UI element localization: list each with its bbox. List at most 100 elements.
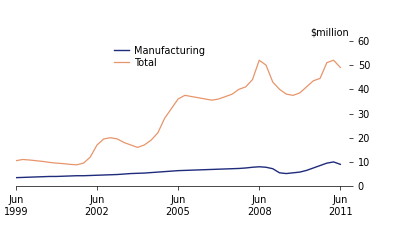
Total bbox=[67, 163, 72, 166]
Total bbox=[142, 144, 147, 146]
Manufacturing bbox=[318, 164, 322, 167]
Manufacturing bbox=[223, 168, 228, 170]
Total bbox=[34, 159, 39, 162]
Total bbox=[257, 59, 262, 62]
Manufacturing bbox=[108, 173, 113, 176]
Total bbox=[189, 95, 194, 98]
Manufacturing bbox=[338, 163, 343, 166]
Total bbox=[243, 86, 248, 88]
Manufacturing bbox=[230, 167, 235, 170]
Manufacturing bbox=[277, 171, 282, 174]
Legend: Manufacturing, Total: Manufacturing, Total bbox=[114, 46, 204, 68]
Total bbox=[40, 160, 45, 163]
Manufacturing bbox=[311, 167, 316, 169]
Total bbox=[88, 156, 93, 158]
Total bbox=[216, 98, 221, 100]
Total bbox=[203, 98, 208, 100]
Total bbox=[324, 61, 329, 64]
Total bbox=[115, 138, 119, 140]
Total bbox=[210, 99, 214, 101]
Manufacturing bbox=[20, 176, 25, 179]
Manufacturing bbox=[101, 174, 106, 176]
Total bbox=[128, 144, 133, 146]
Total bbox=[250, 78, 255, 81]
Manufacturing bbox=[162, 170, 167, 173]
Total bbox=[338, 66, 343, 69]
Total bbox=[94, 144, 99, 146]
Total bbox=[277, 88, 282, 91]
Manufacturing bbox=[94, 174, 99, 177]
Manufacturing bbox=[40, 175, 45, 178]
Manufacturing bbox=[297, 171, 302, 173]
Manufacturing bbox=[54, 175, 59, 178]
Manufacturing bbox=[169, 170, 174, 173]
Total bbox=[223, 95, 228, 98]
Manufacturing bbox=[183, 169, 187, 172]
Manufacturing bbox=[88, 174, 93, 177]
Manufacturing bbox=[47, 175, 52, 178]
Manufacturing bbox=[121, 173, 126, 175]
Total bbox=[54, 162, 59, 165]
Manufacturing bbox=[237, 167, 241, 170]
Total bbox=[20, 158, 25, 161]
Total bbox=[237, 88, 241, 91]
Manufacturing bbox=[291, 171, 295, 174]
Total bbox=[304, 86, 309, 88]
Manufacturing bbox=[304, 169, 309, 172]
Manufacturing bbox=[284, 172, 289, 175]
Manufacturing bbox=[250, 166, 255, 169]
Manufacturing bbox=[142, 172, 147, 174]
Manufacturing bbox=[196, 169, 201, 171]
Manufacturing bbox=[216, 168, 221, 170]
Total bbox=[135, 146, 140, 149]
Manufacturing bbox=[176, 169, 181, 172]
Total bbox=[331, 59, 336, 62]
Manufacturing bbox=[331, 160, 336, 163]
Manufacturing bbox=[257, 165, 262, 168]
Manufacturing bbox=[13, 176, 18, 179]
Manufacturing bbox=[81, 174, 86, 177]
Total bbox=[318, 77, 322, 80]
Total bbox=[264, 64, 268, 67]
Manufacturing bbox=[189, 169, 194, 172]
Manufacturing bbox=[115, 173, 119, 176]
Total bbox=[156, 131, 160, 134]
Total bbox=[47, 161, 52, 164]
Manufacturing bbox=[210, 168, 214, 171]
Total bbox=[169, 107, 174, 110]
Total bbox=[196, 96, 201, 99]
Total bbox=[270, 81, 275, 83]
Total bbox=[61, 162, 66, 165]
Total bbox=[311, 79, 316, 82]
Total bbox=[108, 136, 113, 139]
Total bbox=[183, 94, 187, 97]
Total bbox=[149, 139, 154, 141]
Manufacturing bbox=[27, 176, 32, 179]
Manufacturing bbox=[74, 174, 79, 177]
Manufacturing bbox=[270, 167, 275, 170]
Total bbox=[297, 91, 302, 94]
Manufacturing bbox=[128, 172, 133, 175]
Total bbox=[27, 159, 32, 161]
Manufacturing bbox=[61, 175, 66, 178]
Total bbox=[74, 163, 79, 166]
Total bbox=[121, 141, 126, 144]
Total bbox=[101, 138, 106, 140]
Manufacturing bbox=[67, 175, 72, 177]
Manufacturing bbox=[264, 166, 268, 169]
Total bbox=[284, 93, 289, 96]
Total bbox=[291, 94, 295, 97]
Total bbox=[162, 117, 167, 120]
Manufacturing bbox=[135, 172, 140, 175]
Line: Manufacturing: Manufacturing bbox=[16, 162, 340, 178]
Line: Total: Total bbox=[16, 60, 340, 165]
Manufacturing bbox=[156, 171, 160, 173]
Manufacturing bbox=[243, 167, 248, 169]
Text: $million: $million bbox=[310, 28, 349, 38]
Total bbox=[81, 162, 86, 165]
Total bbox=[230, 93, 235, 96]
Manufacturing bbox=[324, 162, 329, 165]
Manufacturing bbox=[149, 171, 154, 174]
Total bbox=[176, 98, 181, 100]
Manufacturing bbox=[203, 168, 208, 171]
